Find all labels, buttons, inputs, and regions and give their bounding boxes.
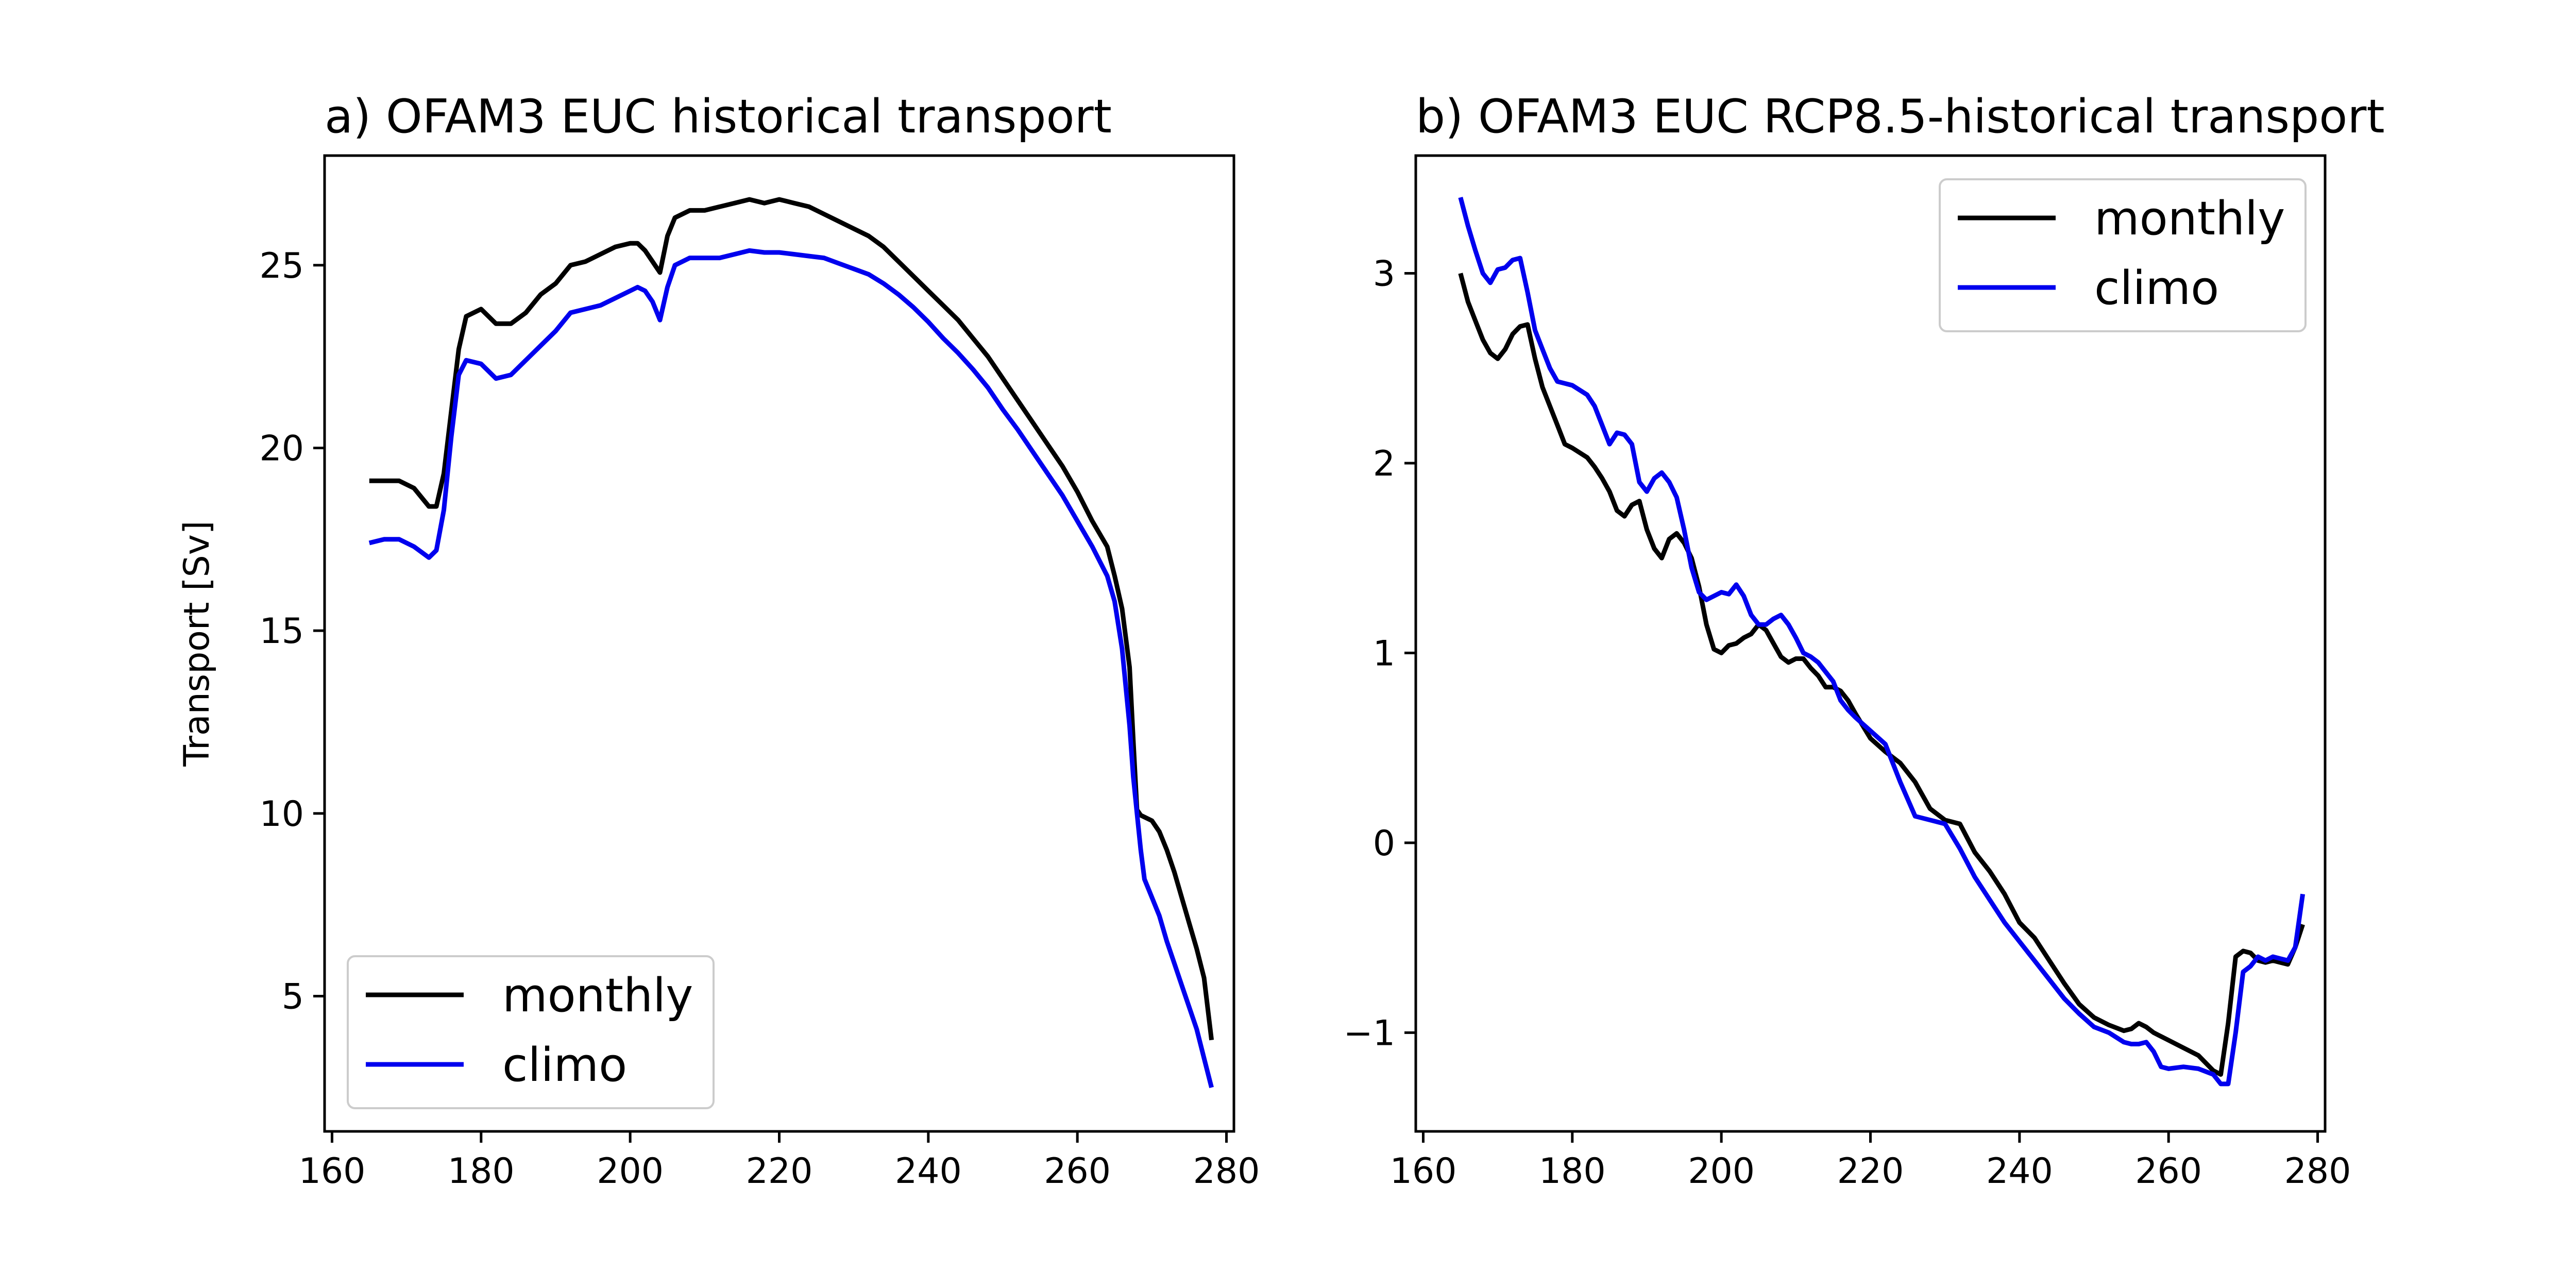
x-tick-label: 240	[895, 1151, 962, 1192]
series-line-climo	[1458, 196, 2306, 1087]
x-tick-label: 240	[1986, 1151, 2053, 1192]
y-tick-label: 20	[259, 428, 304, 469]
legend-label-climo: climo	[502, 1038, 627, 1092]
x-tick-label: 200	[597, 1151, 664, 1192]
x-tick-label: 220	[746, 1151, 813, 1192]
y-tick-label: 0	[1373, 823, 1395, 864]
x-tick-label: 260	[1044, 1151, 1111, 1192]
y-tick-label: 25	[259, 246, 304, 286]
panel-a: a) OFAM3 EUC historical transport 160 180…	[177, 90, 1260, 1192]
y-tick-label: 2	[1373, 444, 1395, 484]
y-tick-label: 3	[1373, 253, 1395, 294]
series-line-climo	[368, 248, 1214, 1089]
y-axis-label: Transport [Sv]	[177, 520, 217, 767]
x-tick-label: 260	[2135, 1151, 2202, 1192]
x-tick-label: 280	[1193, 1151, 1260, 1192]
x-tick-label: 180	[448, 1151, 515, 1192]
y-tick-label: 10	[259, 794, 304, 835]
x-tick-label: 200	[1688, 1151, 1755, 1192]
x-tick-label: 160	[299, 1151, 366, 1192]
panel-b: b) OFAM3 EUC RCP8.5-historical transport…	[1344, 90, 2385, 1192]
legend-label-climo: climo	[2094, 261, 2219, 315]
x-tick-label: 220	[1837, 1151, 1904, 1192]
panel-b-title: b) OFAM3 EUC RCP8.5-historical transport	[1416, 90, 2385, 144]
y-tick-label: −1	[1344, 1013, 1395, 1054]
panel-a-title: a) OFAM3 EUC historical transport	[325, 90, 1112, 144]
legend-label-monthly: monthly	[2094, 192, 2285, 246]
x-tick-label: 180	[1539, 1151, 1606, 1192]
y-tick-label: 1	[1373, 633, 1395, 674]
y-tick-label: 15	[259, 611, 304, 652]
series-line-monthly	[369, 197, 1214, 1041]
x-tick-label: 160	[1390, 1151, 1457, 1192]
y-tick-label: 5	[282, 977, 304, 1018]
legend-label-monthly: monthly	[502, 969, 693, 1023]
series-line-monthly	[1458, 273, 2305, 1077]
x-tick-label: 280	[2284, 1151, 2351, 1192]
